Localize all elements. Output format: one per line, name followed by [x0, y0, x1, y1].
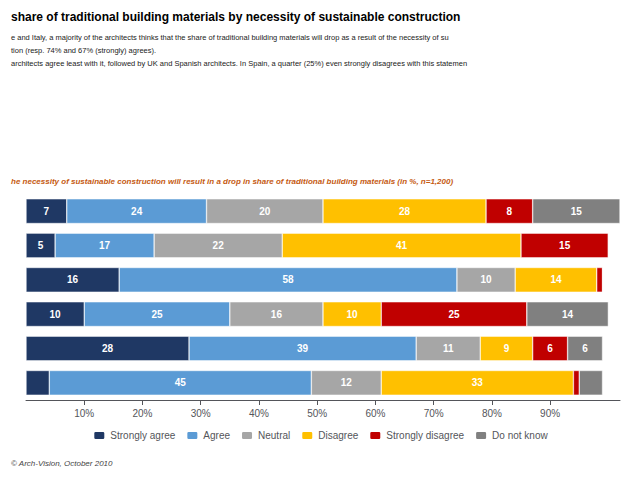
svg-text:60%: 60%	[365, 408, 385, 419]
svg-text:28: 28	[399, 206, 411, 217]
svg-text:Strongly agree: Strongly agree	[110, 430, 175, 441]
svg-text:15: 15	[559, 240, 571, 251]
svg-text:22: 22	[213, 240, 225, 251]
svg-text:17: 17	[99, 240, 111, 251]
svg-text:8: 8	[507, 206, 513, 217]
svg-text:Neutral: Neutral	[258, 430, 290, 441]
svg-text:Disagree: Disagree	[318, 430, 358, 441]
svg-text:Strongly disagree: Strongly disagree	[386, 430, 464, 441]
svg-text:90%: 90%	[540, 408, 560, 419]
svg-text:10: 10	[480, 274, 492, 285]
svg-text:20: 20	[259, 206, 271, 217]
svg-text:Do not know: Do not know	[492, 430, 548, 441]
svg-text:6: 6	[582, 343, 588, 354]
svg-text:50%: 50%	[307, 408, 327, 419]
svg-text:12: 12	[341, 377, 353, 388]
svg-text:16: 16	[67, 274, 79, 285]
svg-text:14: 14	[550, 274, 562, 285]
svg-text:share of traditional building: share of traditional building materials …	[11, 10, 460, 24]
svg-text:5: 5	[38, 240, 44, 251]
svg-text:© Arch-Vision, October 2010: © Arch-Vision, October 2010	[11, 459, 113, 468]
svg-text:30%: 30%	[191, 408, 211, 419]
svg-text:10: 10	[50, 309, 62, 320]
svg-text:10: 10	[347, 309, 359, 320]
svg-text:architects agree least with it: architects agree least with it, followed…	[11, 59, 467, 68]
svg-text:6: 6	[547, 343, 553, 354]
svg-text:33: 33	[472, 377, 484, 388]
svg-text:58: 58	[282, 274, 294, 285]
svg-text:24: 24	[131, 206, 143, 217]
svg-text:80%: 80%	[482, 408, 502, 419]
svg-text:Agree: Agree	[203, 430, 230, 441]
svg-text:45: 45	[175, 377, 187, 388]
svg-text:25: 25	[448, 309, 460, 320]
svg-text:10%: 10%	[74, 408, 94, 419]
svg-text:40%: 40%	[249, 408, 269, 419]
svg-text:41: 41	[396, 240, 408, 251]
svg-text:tion (resp. 74% and 67% (stron: tion (resp. 74% and 67% (strongly) agree…	[11, 46, 156, 55]
svg-text:14: 14	[562, 309, 574, 320]
svg-text:20%: 20%	[132, 408, 152, 419]
svg-text:39: 39	[297, 343, 309, 354]
svg-text:15: 15	[571, 206, 583, 217]
svg-text:7: 7	[44, 206, 50, 217]
svg-text:he necessity of sustainable co: he necessity of sustainable construction…	[11, 177, 453, 186]
svg-text:25: 25	[151, 309, 163, 320]
svg-text:16: 16	[271, 309, 283, 320]
svg-text:28: 28	[102, 343, 114, 354]
svg-text:9: 9	[504, 343, 510, 354]
svg-text:e and Italy, a majority of the: e and Italy, a majority of the architect…	[11, 33, 449, 42]
svg-text:70%: 70%	[424, 408, 444, 419]
svg-text:11: 11	[443, 343, 454, 354]
